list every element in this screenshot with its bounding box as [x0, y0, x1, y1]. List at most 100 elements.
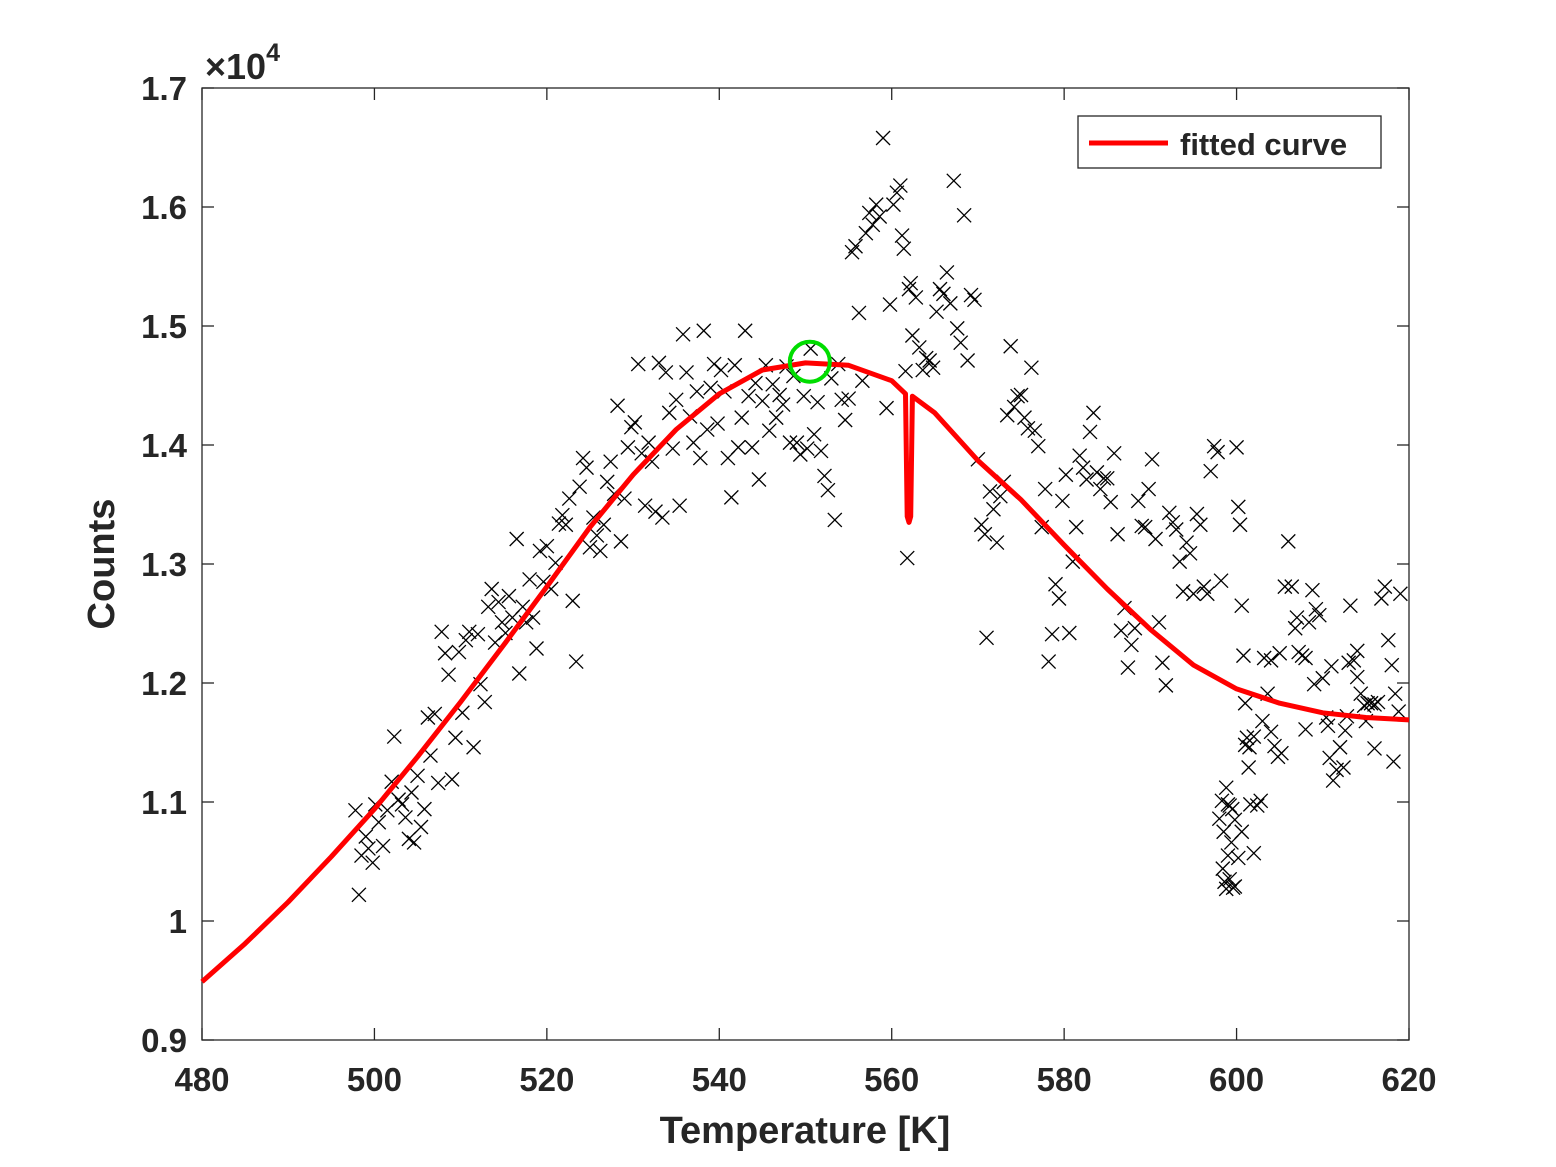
- scatter-point: [627, 414, 643, 430]
- scatter-point: [1211, 811, 1227, 827]
- scatter-point: [1051, 591, 1067, 606]
- scatter-point: [903, 275, 919, 291]
- scatter-point: [1085, 405, 1101, 421]
- scatter-point: [789, 435, 805, 451]
- scatter-point: [734, 410, 750, 426]
- scatter-point: [1113, 623, 1129, 639]
- x-tick-label: 600: [1209, 1061, 1264, 1098]
- scatter-point: [413, 819, 429, 835]
- x-tick-label: 520: [519, 1061, 574, 1098]
- scatter-point: [623, 419, 639, 435]
- scatter-point: [575, 450, 591, 466]
- scatter-point: [949, 320, 965, 336]
- scatter-point: [451, 644, 467, 660]
- scatter-point: [1349, 669, 1365, 685]
- scatter-point: [761, 423, 777, 439]
- scatter-point: [837, 412, 853, 428]
- scatter-point: [751, 472, 767, 487]
- y-tick-label: 1.1: [141, 784, 187, 821]
- scatter-point: [1373, 591, 1389, 606]
- scatter-point: [1123, 637, 1139, 653]
- scatter-point: [613, 533, 629, 549]
- scatter-point: [410, 768, 425, 784]
- y-tick-label: 1.3: [141, 546, 187, 583]
- scatter-point: [963, 287, 979, 303]
- scatter-point: [985, 501, 1001, 517]
- scatter-point: [434, 624, 450, 640]
- scatter-point: [1048, 576, 1063, 592]
- scatter-point: [848, 238, 863, 254]
- scatter-point: [470, 626, 486, 642]
- scatter-point: [960, 353, 976, 368]
- scatter-point: [942, 295, 958, 311]
- scatter-point: [1013, 387, 1029, 403]
- scatter-point: [904, 328, 920, 343]
- scatter-point: [491, 594, 507, 610]
- scatter-point: [582, 539, 598, 555]
- scatter-point: [384, 774, 400, 790]
- scatter-point: [637, 498, 653, 514]
- scatter-point: [885, 197, 901, 213]
- scatter-point: [1037, 481, 1053, 497]
- scatter-point: [1377, 579, 1393, 595]
- scatter-point: [1232, 517, 1248, 533]
- scatter-point: [806, 426, 822, 442]
- scatter-point: [892, 178, 908, 194]
- scatter-point: [899, 550, 915, 566]
- scatter-point: [858, 225, 874, 241]
- scatter-point: [1010, 388, 1026, 404]
- scatter-point: [1249, 798, 1265, 814]
- x-axis-label: Temperature [K]: [660, 1110, 951, 1152]
- scatter-point: [1222, 871, 1238, 887]
- scatter-point: [1237, 737, 1253, 753]
- scatter-point: [967, 292, 982, 308]
- scatter-point: [915, 362, 931, 378]
- scatter-point: [427, 706, 443, 722]
- scatter-point: [589, 527, 605, 543]
- scatter-point: [1325, 773, 1341, 789]
- scatter-point: [973, 517, 989, 533]
- scatter-point: [648, 504, 663, 520]
- scatter-point: [1323, 658, 1339, 674]
- scatter-point: [1346, 652, 1362, 668]
- scatter-point: [1154, 655, 1170, 671]
- scatter-point: [444, 771, 460, 787]
- scatter-point: [1023, 360, 1039, 376]
- scatter-point: [641, 435, 657, 451]
- scatter-point: [894, 228, 910, 244]
- scatter-point: [1284, 579, 1300, 595]
- scatter-point: [1151, 614, 1167, 630]
- scatter-point: [1224, 801, 1240, 817]
- scatter-point: [706, 356, 722, 372]
- scatter-point: [730, 439, 746, 455]
- scatter-point: [922, 353, 938, 368]
- scatter-point: [437, 645, 453, 661]
- scatter-point: [882, 297, 898, 313]
- x-tick-label: 580: [1037, 1061, 1092, 1098]
- scatter-point: [1148, 531, 1163, 547]
- scatter-point: [1182, 545, 1198, 561]
- scatter-point: [713, 362, 729, 378]
- scatter-point: [365, 855, 381, 871]
- scatter-point: [1234, 598, 1250, 614]
- x-tick-label: 620: [1381, 1061, 1436, 1098]
- scatter-point: [1106, 445, 1122, 461]
- scatter-point: [1367, 696, 1382, 712]
- scatter-point: [1144, 451, 1160, 467]
- scatter-point: [1242, 739, 1257, 755]
- scatter-point: [1336, 760, 1351, 775]
- scatter-point: [585, 510, 601, 526]
- scatter-point: [532, 543, 548, 559]
- y-exponent-power: 4: [266, 39, 280, 67]
- scatter-point: [851, 305, 867, 321]
- scatter-point: [1044, 626, 1060, 642]
- scatter-point: [572, 479, 588, 495]
- legend-label: fitted curve: [1180, 127, 1347, 162]
- scatter-point: [946, 173, 962, 189]
- scatter-point: [1263, 652, 1279, 668]
- scatter-point: [901, 281, 917, 297]
- scatter-point: [1061, 625, 1077, 641]
- scatter-point: [1370, 694, 1386, 710]
- scatter-point: [1386, 754, 1401, 769]
- scatter-point: [710, 416, 726, 432]
